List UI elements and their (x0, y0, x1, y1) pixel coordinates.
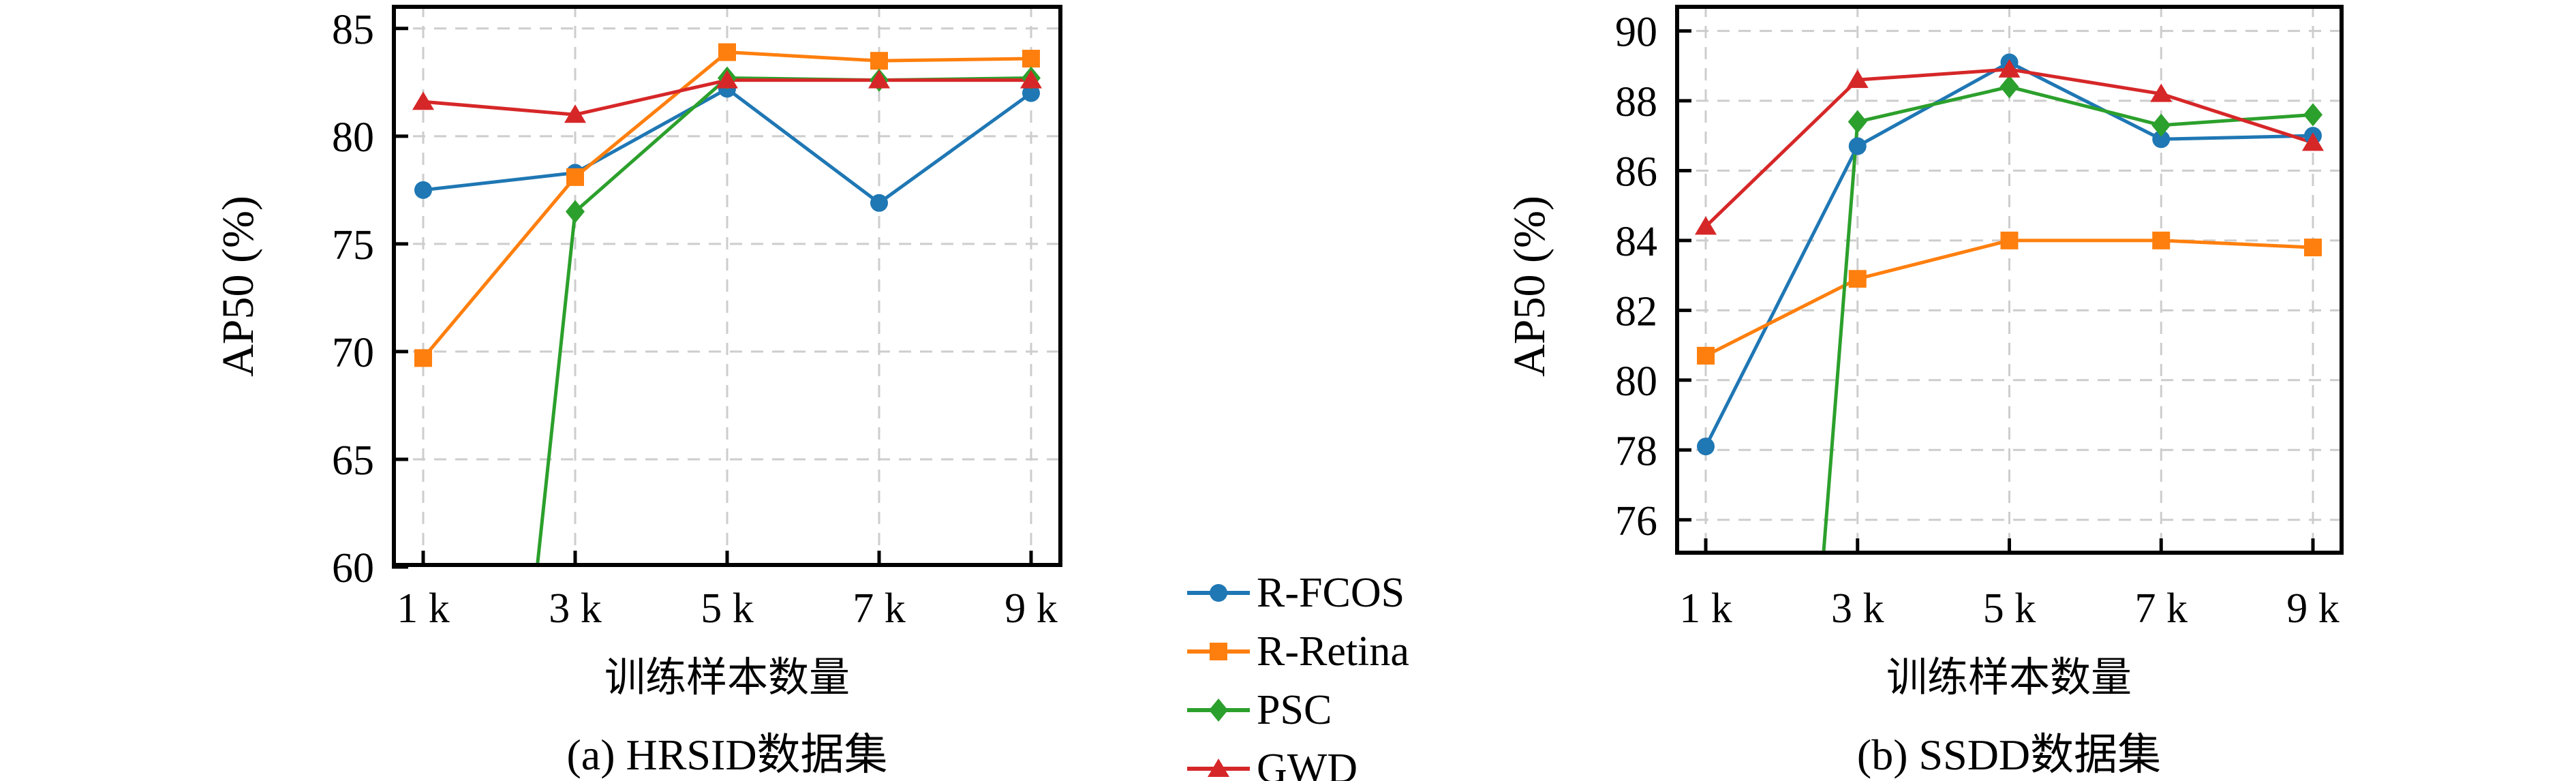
r-fcos-line-marker-icon (1187, 584, 1250, 602)
data-point-psc-3k (1847, 110, 1867, 134)
legend-square-icon (1210, 643, 1227, 660)
data-point-r-retina-1k (414, 349, 432, 367)
x-tick-label: 1 k (1679, 585, 1732, 632)
chart-a-y-axis-label: AP50 (%) (213, 196, 263, 377)
y-tick-label: 76 (1615, 498, 1657, 545)
legend-item-gwd: GWD (1184, 747, 1409, 781)
data-point-gwd-3k (564, 104, 586, 123)
chart-b-y-axis-label: AP50 (%) (1505, 196, 1554, 377)
data-point-r-retina-3k (566, 168, 584, 186)
gwd-line-marker-icon (1187, 759, 1250, 777)
y-tick-label: 84 (1615, 219, 1657, 265)
legend-item-r-retina: R-Retina (1184, 630, 1409, 673)
y-tick-label: 86 (1615, 149, 1657, 195)
data-point-gwd-7k (868, 70, 890, 89)
data-point-r-fcos-7k (870, 194, 888, 212)
data-point-gwd-5k (716, 70, 738, 89)
data-point-r-fcos-3k (1848, 137, 1867, 155)
axis-ticks (392, 27, 1033, 569)
chart-b-caption: (b) SSDD数据集 (1856, 731, 2162, 779)
data-point-gwd-9k (1020, 70, 1042, 89)
chart-b-plot-area: 76 78 80 82 84 86 88 90 1 k 3 k 5 k 7 k 9 k (1615, 5, 2344, 632)
y-tick-label: 78 (1615, 428, 1657, 474)
legend-label: R-Retina (1257, 628, 1409, 675)
data-point-psc-5k (1999, 75, 2019, 99)
data-point-psc-9k (2303, 103, 2322, 127)
x-tick-label: 7 k (853, 585, 906, 632)
y-tick-label: 80 (332, 114, 374, 161)
data-point-gwd-3k (1846, 70, 1869, 89)
y-tick-label: 88 (1615, 79, 1657, 125)
data-point-r-retina-1k (1697, 346, 1715, 365)
legend-triangle-icon (1208, 759, 1229, 777)
chart-a-x-axis-label: 训练样本数量 (604, 655, 850, 701)
chart-a-plot-area: 60 65 70 75 80 85 1 k 3 k 5 k 7 k 9 k (332, 5, 1062, 632)
data-point-r-fcos-1k (1697, 438, 1715, 456)
axis-ticks (1675, 29, 2315, 555)
data-point-gwd-1k (1695, 216, 1717, 235)
data-point-gwd-5k (1998, 59, 2021, 78)
data-point-r-retina-9k (2304, 239, 2322, 257)
data-point-gwd-1k (412, 91, 434, 110)
chart-a-caption: (a) HRSID数据集 (566, 731, 888, 779)
legend-item-psc: PSC (1184, 688, 1409, 732)
y-tick-label: 85 (332, 7, 374, 53)
y-tick-label: 82 (1615, 288, 1657, 335)
data-point-psc-3k (566, 200, 585, 224)
data-point-r-retina-9k (1022, 50, 1040, 68)
x-tick-label: 9 k (1005, 585, 1058, 632)
data-point-r-retina-7k (2152, 231, 2171, 249)
y-tick-label: 75 (332, 222, 374, 269)
psc-line-marker-icon (1187, 699, 1250, 722)
x-tick-label: 5 k (1983, 585, 2036, 632)
gridlines (1675, 5, 2344, 555)
r-retina-line-marker-icon (1187, 643, 1250, 660)
data-point-psc-7k (2151, 113, 2171, 137)
legend-circle-icon (1210, 584, 1227, 602)
data-point-r-fcos-7k (2152, 130, 2171, 149)
x-tick-label: 1 k (397, 585, 450, 632)
legend-diamond-icon (1209, 699, 1228, 722)
series-line-psc (1822, 85, 2314, 555)
legend-label: R-FCOS (1257, 570, 1405, 616)
data-point-r-retina-5k (718, 43, 736, 61)
chart-b-x-axis-label: 训练样本数量 (1886, 655, 2132, 701)
x-tick-label: 5 k (701, 585, 754, 632)
data-point-r-retina-7k (870, 52, 888, 70)
x-tick-label: 3 k (1831, 585, 1884, 632)
data-point-r-retina-3k (1848, 270, 1867, 288)
x-tick-label: 7 k (2135, 585, 2188, 632)
y-tick-label: 80 (1615, 358, 1657, 405)
legend-label: GWD (1257, 746, 1358, 781)
data-point-gwd-9k (2302, 132, 2324, 151)
legend-label: PSC (1257, 687, 1332, 733)
x-tick-label: 9 k (2286, 585, 2340, 632)
legend-item-r-fcos: R-FCOS (1184, 571, 1409, 615)
data-point-r-retina-5k (2000, 231, 2019, 249)
y-tick-label: 60 (332, 545, 374, 592)
y-tick-label: 90 (1615, 9, 1657, 55)
legend: R-FCOS R-Retina PSC GWD (1184, 571, 1409, 781)
y-tick-label: 70 (332, 330, 374, 376)
data-point-gwd-7k (2150, 83, 2173, 102)
y-tick-label: 65 (332, 438, 374, 484)
x-tick-label: 3 k (549, 585, 602, 632)
data-point-r-fcos-1k (414, 181, 432, 199)
series-line-r-retina (1704, 239, 2314, 358)
data-point-r-fcos-9k (1022, 84, 1040, 102)
